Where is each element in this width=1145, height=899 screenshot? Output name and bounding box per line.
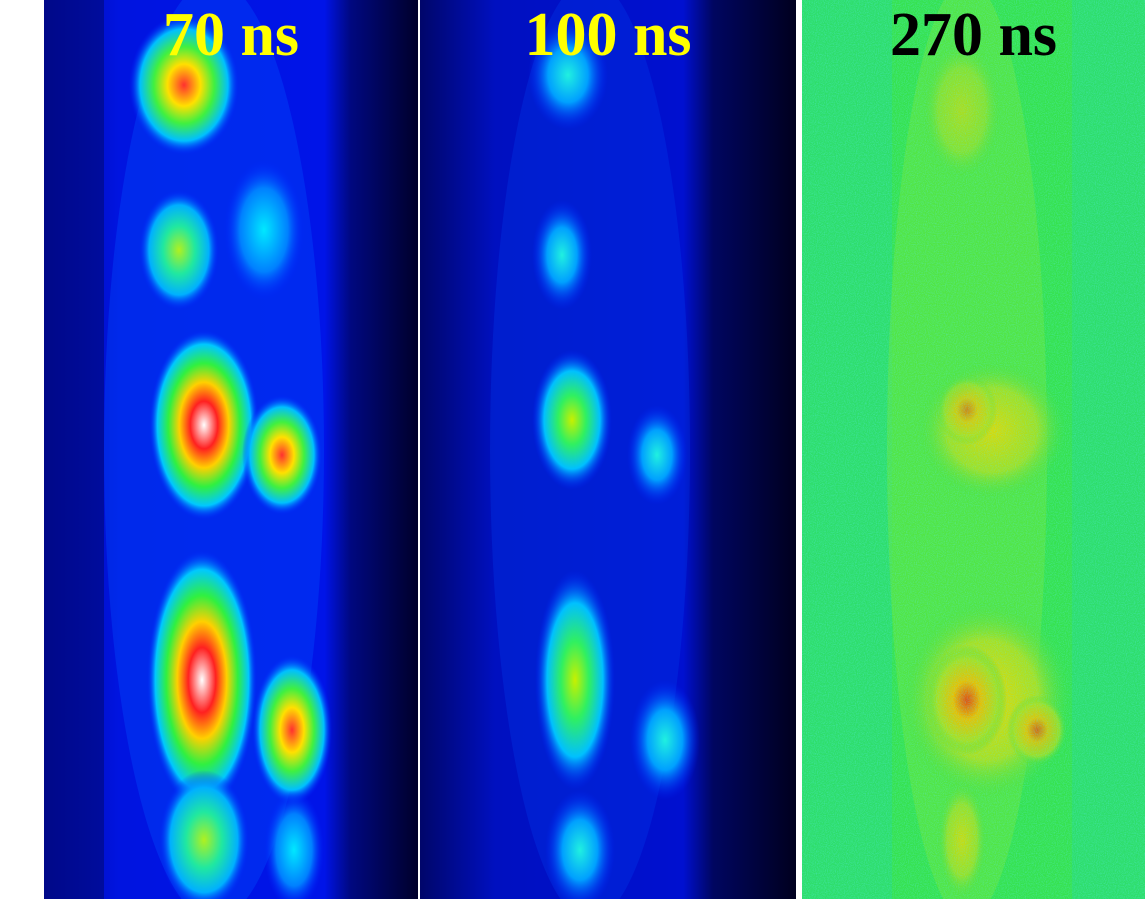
time-label-100ns: 100 ns	[524, 1, 692, 69]
image-panel-70ns: 70 ns	[44, 0, 418, 899]
plasma-image-100ns	[420, 0, 796, 899]
time-label-70ns: 70 ns	[162, 1, 300, 69]
time-label-270ns: 270 ns	[889, 1, 1058, 69]
image-panel-270ns: 270 ns	[802, 0, 1145, 899]
plasma-image-270ns	[802, 0, 1145, 899]
image-panel-100ns: 100 ns	[420, 0, 796, 899]
plasma-image-70ns	[44, 0, 418, 899]
